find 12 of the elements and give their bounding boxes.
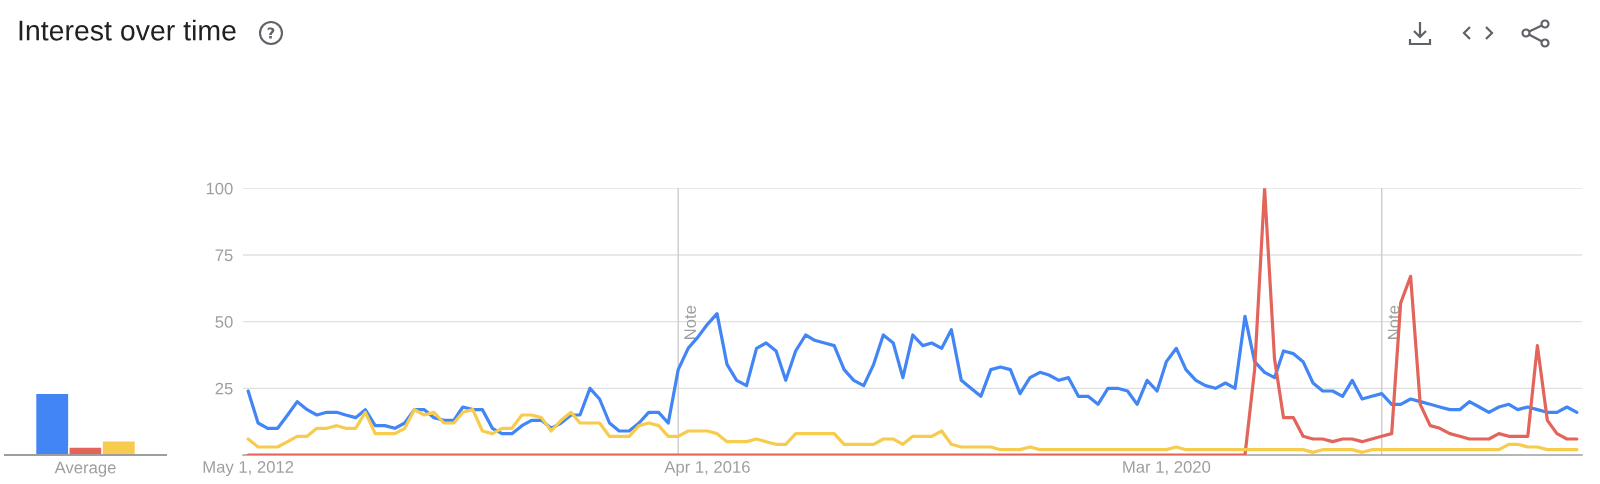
x-tick-label: May 1, 2012 xyxy=(203,461,294,477)
y-tick-label: 75 xyxy=(215,249,233,262)
y-tick-label: 50 xyxy=(215,316,233,328)
line-series xyxy=(246,408,1579,454)
y-tick-label: 100 xyxy=(206,182,233,195)
x-axis-title: Average xyxy=(54,461,116,477)
x-tick-label: Mar 1, 2020 xyxy=(1123,461,1211,475)
x-tick-label: Apr 1, 2016 xyxy=(664,461,750,477)
ref-line-label: Note xyxy=(684,305,696,339)
chart-title: Interest over time xyxy=(19,19,236,41)
y-tick-label: 25 xyxy=(215,382,233,395)
line-series xyxy=(246,188,1579,455)
